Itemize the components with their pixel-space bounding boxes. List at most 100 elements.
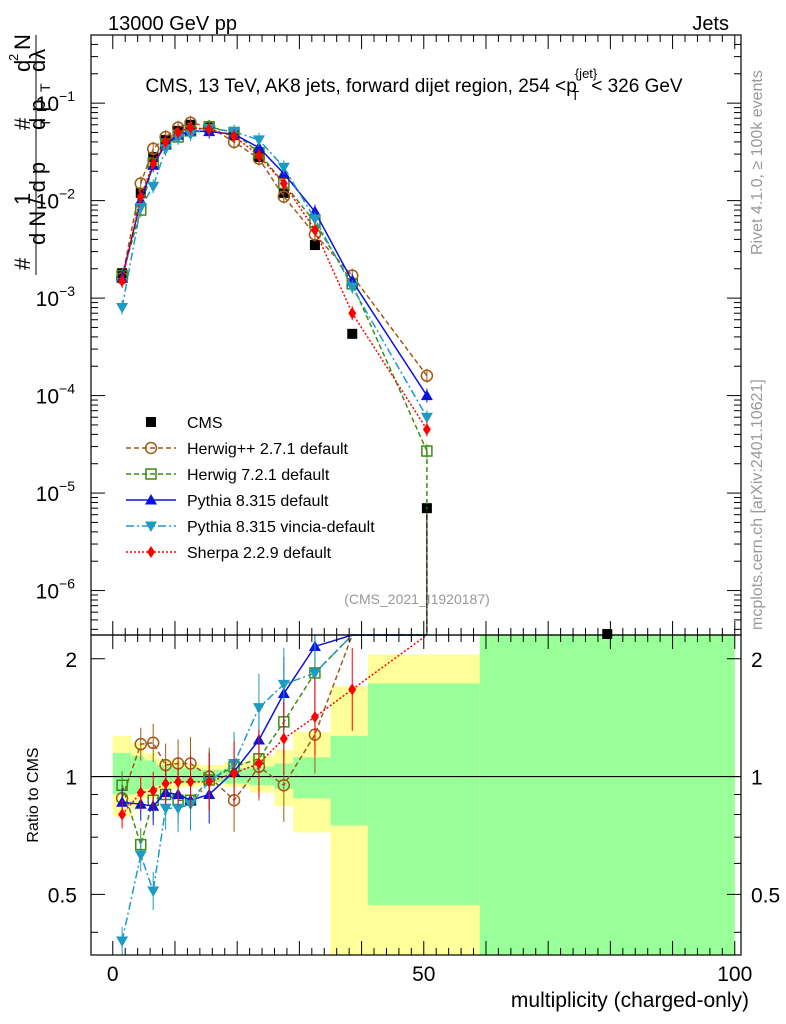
ylabel-one: 1 <box>10 193 35 205</box>
ytick-base: 10 <box>36 191 59 214</box>
ratio-point-sherpa-2-2-9-default-6 <box>205 775 214 788</box>
ratio-ytick-label-left-1: 1 <box>65 767 77 790</box>
main-point-herwig-2-7-1-default-12 <box>420 369 434 382</box>
main-point-pythia-8-315-vincia-default-10 <box>308 214 321 225</box>
main-point-pythia-8-315-vincia-default-8 <box>252 135 265 146</box>
xtick-label-0: 0 <box>107 963 119 986</box>
main-point-sherpa-2-2-9-default-4 <box>174 126 183 139</box>
ratio-ytick-label-left-2: 2 <box>65 649 77 672</box>
ytick-exp: −1 <box>59 88 75 104</box>
main-line-pythia-8-315-default <box>121 130 428 396</box>
ylabel-dlambda: dλ <box>25 49 50 72</box>
main-point-sherpa-2-2-9-default-5 <box>186 121 195 134</box>
main-ytick-label-5: 10−6 <box>36 576 76 604</box>
main-point-sherpa-2-2-9-default-10 <box>310 223 319 236</box>
main-ytick-label-0: 10−1 <box>36 88 76 116</box>
main-point-sherpa-2-2-9-default-8 <box>254 149 263 162</box>
ylabel-n: N <box>10 34 35 50</box>
ratio-point-sherpa-2-2-9-default-2 <box>149 784 158 797</box>
ytick-base: 10 <box>36 288 59 311</box>
main-ylabel: # 1 d N / d p T # d p T d 2 N dλ <box>6 34 53 275</box>
ratio-point-pythia-8-315-vincia-default-9 <box>277 679 290 691</box>
xtick-label-1: 50 <box>412 963 435 986</box>
main-point-sherpa-2-2-9-default-9 <box>279 177 288 190</box>
main-point-sherpa-2-2-9-default-2 <box>149 157 158 170</box>
main-ytick-label-4: 10−5 <box>36 478 76 506</box>
ylabel-hash-2: # <box>10 117 35 130</box>
ratio-ytick-label-left-0: 0.5 <box>48 884 77 907</box>
ylabel-two: 2 <box>6 54 21 61</box>
ratio-point-sherpa-2-2-9-default-8 <box>254 757 263 770</box>
rivet-label: Rivet 4.1.0, ≥ 100k events <box>749 70 766 255</box>
x-axis-label: multiplicity (charged-only) <box>511 989 749 1012</box>
legend-marker-pythia-8-315-vincia-default <box>145 521 157 532</box>
legend-label-herwig-7-2-1-default: Herwig 7.2.1 default <box>187 467 330 484</box>
ytick-exp: −4 <box>59 381 75 397</box>
ratio-point-pythia-8-315-vincia-default-0 <box>116 936 129 948</box>
legend-label-sherpa-2-2-9-default: Sherpa 2.2.9 default <box>187 545 332 562</box>
ratio-point-pythia-8-315-vincia-default-10 <box>308 668 321 679</box>
main-point-pythia-8-315-vincia-default-5 <box>184 129 197 141</box>
ylabel-t-sub2: T <box>37 83 53 92</box>
ylabel-dpt: d p <box>25 99 50 130</box>
main-point-sherpa-2-2-9-default-3 <box>161 135 170 148</box>
ytick-base: 10 <box>36 483 59 506</box>
ytick-base: 10 <box>36 386 59 409</box>
main-ytick-label-2: 10−3 <box>36 283 76 311</box>
main-point-pythia-8-315-vincia-default-11 <box>346 282 359 293</box>
axis-ticks <box>91 34 741 955</box>
ratio-point-sherpa-2-2-9-default-0 <box>118 808 127 821</box>
main-point-sherpa-2-2-9-default-6 <box>205 123 214 136</box>
main-ytick-label-1: 10−2 <box>36 186 76 214</box>
ratio-point-herwig-2-7-1-default-2 <box>146 736 160 750</box>
header-right: Jets <box>692 13 729 35</box>
ylabel-t-sub1: T <box>37 118 53 127</box>
ytick-base: 10 <box>36 581 59 604</box>
band-1sigma-11 <box>330 735 368 826</box>
main-point-sherpa-2-2-9-default-1 <box>136 190 145 203</box>
ytick-exp: −2 <box>59 186 75 202</box>
ylabel-dndpt: d N / d p <box>25 162 50 245</box>
ratio-point-pythia-8-315-vincia-default-1 <box>134 850 147 862</box>
ratio-point-pythia-8-315-vincia-default-3 <box>159 803 172 815</box>
main-point-sherpa-2-2-9-default-11 <box>348 307 357 320</box>
ratio-panel-data <box>91 634 741 955</box>
main-point-pythia-8-315-vincia-default-2 <box>147 181 160 193</box>
analysis-tag: (CMS_2021_I1920187) <box>344 591 490 607</box>
plot-title-sub: T <box>571 88 579 103</box>
main-point-pythia-8-315-default-12 <box>420 389 433 401</box>
legend-marker-cms <box>146 417 156 427</box>
main-point-pythia-8-315-vincia-default-1 <box>134 203 147 214</box>
xtick-label-2: 100 <box>717 963 752 986</box>
ylabel-hash-1: # <box>10 257 35 270</box>
ratio-uncertainty-bands <box>112 635 735 955</box>
ytick-base: 10 <box>36 93 59 116</box>
ratio-point-sherpa-2-2-9-default-11 <box>348 683 357 696</box>
main-line-herwig-7-2-1-default <box>121 126 428 452</box>
legend-label-cms: CMS <box>187 415 223 432</box>
main-line-sherpa-2-2-9-default <box>121 126 428 430</box>
main-point-cms-11 <box>347 328 358 339</box>
ratio-ytick-labels: 0.5 0.5 1 1 2 2 <box>48 649 780 908</box>
main-point-herwig-2-7-1-default-2 <box>146 142 160 156</box>
legend: CMS Herwig++ 2.7.1 default Herwig 7.2.1 de… <box>126 415 375 562</box>
band-1sigma-10 <box>293 757 331 799</box>
main-ytick-labels: 10−110−210−310−410−510−6 <box>36 88 76 603</box>
main-point-pythia-8-315-vincia-default-0 <box>116 303 129 314</box>
legend-marker-pythia-8-315-default <box>145 494 157 505</box>
ratio-point-sherpa-2-2-9-default-1 <box>136 786 145 799</box>
legend-label-pythia-8-315-vincia-default: Pythia 8.315 vincia-default <box>187 519 375 536</box>
legend-marker-herwig-2-7-1-default <box>144 441 158 455</box>
main-point-sherpa-2-2-9-default-7 <box>230 130 239 143</box>
legend-label-herwig-2-7-1-default: Herwig++ 2.7.1 default <box>187 441 349 458</box>
ratio-ytick-label-right-1: 1 <box>751 767 763 790</box>
ratio-point-sherpa-2-2-9-default-3 <box>161 777 170 790</box>
ytick-exp: −3 <box>59 283 75 299</box>
ratio-point-pythia-8-315-vincia-default-8 <box>252 703 265 714</box>
plot-title-post: < 326 GeV <box>591 76 683 97</box>
plot-title-sup: {jet} <box>575 66 598 81</box>
ratio-panel-frame <box>90 634 742 956</box>
main-panel-data <box>115 115 613 639</box>
band-1sigma-6 <box>199 769 225 782</box>
main-point-herwig-2-7-1-default-9 <box>277 190 291 203</box>
